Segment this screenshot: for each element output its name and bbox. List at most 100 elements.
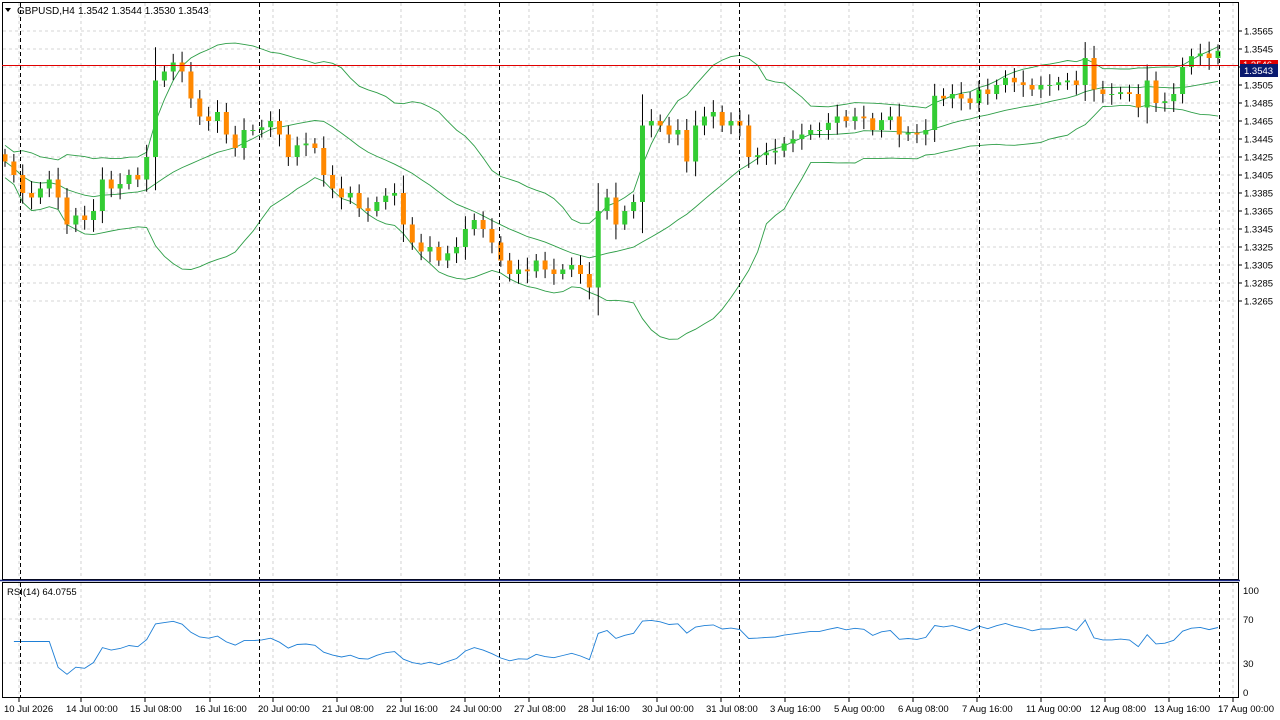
- candle[interactable]: [46, 170, 52, 198]
- candle[interactable]: [772, 138, 778, 165]
- candle[interactable]: [914, 124, 920, 144]
- candle[interactable]: [551, 258, 557, 285]
- candle[interactable]: [427, 236, 433, 263]
- candle[interactable]: [232, 125, 238, 157]
- candle[interactable]: [20, 164, 26, 204]
- candle[interactable]: [365, 197, 371, 222]
- candle[interactable]: [560, 264, 566, 280]
- candle[interactable]: [949, 84, 955, 109]
- candle[interactable]: [250, 124, 256, 136]
- time-axis[interactable]: 10 Jul 2026 14 Jul 00:00 15 Jul 08:00 16 Ju…: [4, 698, 1274, 715]
- candle[interactable]: [1064, 72, 1070, 90]
- candle[interactable]: [1171, 83, 1177, 112]
- candle[interactable]: [135, 167, 141, 188]
- candle[interactable]: [710, 100, 716, 129]
- candle[interactable]: [356, 184, 362, 217]
- candle[interactable]: [276, 109, 282, 147]
- candle[interactable]: [586, 262, 592, 300]
- candle[interactable]: [825, 113, 831, 140]
- candle[interactable]: [392, 183, 398, 206]
- candle[interactable]: [648, 109, 654, 138]
- candle[interactable]: [994, 79, 1000, 100]
- candle[interactable]: [843, 110, 849, 128]
- candle[interactable]: [82, 205, 88, 230]
- candle[interactable]: [976, 80, 982, 112]
- candle[interactable]: [861, 105, 867, 130]
- candle[interactable]: [64, 188, 70, 234]
- candle[interactable]: [454, 237, 460, 264]
- candle[interactable]: [763, 142, 769, 165]
- candle[interactable]: [418, 233, 424, 261]
- candle[interactable]: [1100, 80, 1106, 103]
- candle[interactable]: [153, 47, 159, 191]
- candle[interactable]: [338, 176, 344, 210]
- candle[interactable]: [728, 112, 734, 135]
- candle[interactable]: [595, 183, 601, 316]
- candle[interactable]: [533, 254, 539, 278]
- candle[interactable]: [657, 114, 663, 132]
- candle[interactable]: [1091, 45, 1097, 102]
- candle[interactable]: [507, 252, 513, 282]
- candle[interactable]: [498, 236, 504, 267]
- candle[interactable]: [808, 124, 814, 140]
- candle[interactable]: [852, 107, 858, 130]
- candle[interactable]: [879, 112, 885, 138]
- candle[interactable]: [285, 125, 291, 166]
- candle[interactable]: [1135, 84, 1141, 118]
- candle[interactable]: [755, 147, 761, 165]
- candle[interactable]: [719, 105, 725, 132]
- candle[interactable]: [170, 53, 176, 81]
- candle[interactable]: [400, 175, 406, 243]
- candle[interactable]: [197, 90, 203, 125]
- candle[interactable]: [471, 213, 477, 236]
- window-menu-icon[interactable]: [5, 8, 11, 12]
- candle[interactable]: [941, 88, 947, 107]
- candle[interactable]: [161, 65, 167, 87]
- candle[interactable]: [834, 104, 840, 135]
- candle[interactable]: [781, 137, 787, 158]
- candle[interactable]: [312, 138, 318, 154]
- candle[interactable]: [1038, 76, 1044, 99]
- candle[interactable]: [799, 123, 805, 150]
- candlesticks[interactable]: [2, 41, 1221, 316]
- candle[interactable]: [1144, 64, 1150, 124]
- candle[interactable]: [11, 153, 17, 183]
- candle[interactable]: [91, 199, 97, 232]
- candle[interactable]: [347, 186, 353, 204]
- candle[interactable]: [524, 257, 530, 284]
- candle[interactable]: [1003, 70, 1009, 93]
- candle[interactable]: [445, 245, 451, 269]
- candle[interactable]: [1082, 42, 1088, 101]
- candle[interactable]: [684, 118, 690, 173]
- candle[interactable]: [1056, 76, 1062, 91]
- candle[interactable]: [887, 106, 893, 130]
- candle[interactable]: [241, 118, 247, 160]
- candle[interactable]: [1118, 86, 1124, 100]
- candle[interactable]: [179, 51, 185, 83]
- candle[interactable]: [1047, 74, 1053, 96]
- candle[interactable]: [905, 126, 911, 141]
- candle[interactable]: [985, 78, 991, 105]
- candle[interactable]: [126, 169, 132, 190]
- candle[interactable]: [480, 211, 486, 238]
- candle[interactable]: [693, 110, 699, 177]
- candle[interactable]: [99, 167, 105, 224]
- candle[interactable]: [37, 182, 43, 204]
- candle[interactable]: [73, 207, 79, 233]
- candle[interactable]: [268, 111, 274, 138]
- candle[interactable]: [639, 94, 645, 234]
- candle[interactable]: [613, 182, 619, 240]
- candle[interactable]: [1197, 43, 1203, 66]
- candle[interactable]: [817, 122, 823, 138]
- candle[interactable]: [578, 255, 584, 284]
- candle[interactable]: [870, 112, 876, 136]
- candle[interactable]: [958, 82, 964, 111]
- candle[interactable]: [675, 119, 681, 146]
- candle[interactable]: [29, 181, 35, 210]
- candle[interactable]: [489, 218, 495, 254]
- candle[interactable]: [55, 167, 61, 210]
- candle[interactable]: [462, 216, 468, 260]
- candle[interactable]: [188, 62, 194, 108]
- candle[interactable]: [1029, 78, 1035, 96]
